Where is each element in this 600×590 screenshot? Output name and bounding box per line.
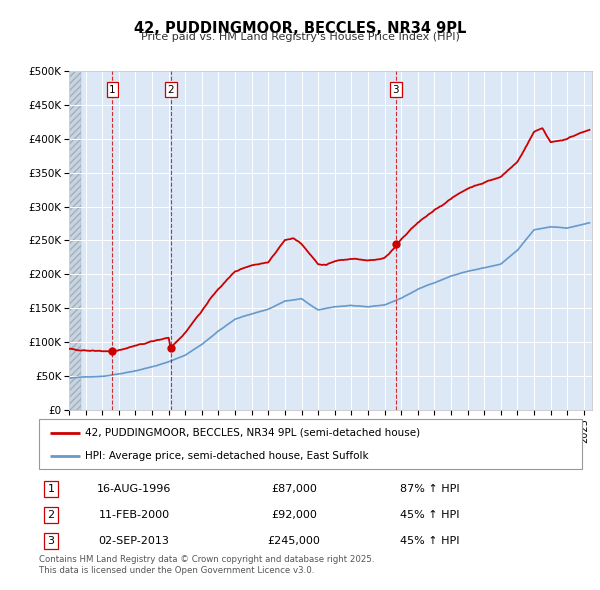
Text: 2: 2 [167,85,174,95]
Text: £87,000: £87,000 [271,484,317,494]
Text: 3: 3 [392,85,399,95]
Text: 42, PUDDINGMOOR, BECCLES, NR34 9PL (semi-detached house): 42, PUDDINGMOOR, BECCLES, NR34 9PL (semi… [85,428,420,438]
Text: Price paid vs. HM Land Registry's House Price Index (HPI): Price paid vs. HM Land Registry's House … [140,32,460,42]
Text: 1: 1 [47,484,55,494]
Text: 11-FEB-2000: 11-FEB-2000 [98,510,170,520]
Text: 16-AUG-1996: 16-AUG-1996 [97,484,171,494]
Text: HPI: Average price, semi-detached house, East Suffolk: HPI: Average price, semi-detached house,… [85,451,369,461]
Text: £245,000: £245,000 [268,536,320,546]
Text: 45% ↑ HPI: 45% ↑ HPI [400,510,460,520]
FancyBboxPatch shape [39,419,582,469]
Text: £92,000: £92,000 [271,510,317,520]
Text: 87% ↑ HPI: 87% ↑ HPI [400,484,460,494]
Text: 42, PUDDINGMOOR, BECCLES, NR34 9PL: 42, PUDDINGMOOR, BECCLES, NR34 9PL [134,21,466,35]
Text: 2: 2 [47,510,55,520]
Text: 02-SEP-2013: 02-SEP-2013 [98,536,169,546]
Text: 3: 3 [47,536,55,546]
Text: 45% ↑ HPI: 45% ↑ HPI [400,536,460,546]
Text: 1: 1 [109,85,116,95]
Text: Contains HM Land Registry data © Crown copyright and database right 2025.
This d: Contains HM Land Registry data © Crown c… [39,555,374,575]
